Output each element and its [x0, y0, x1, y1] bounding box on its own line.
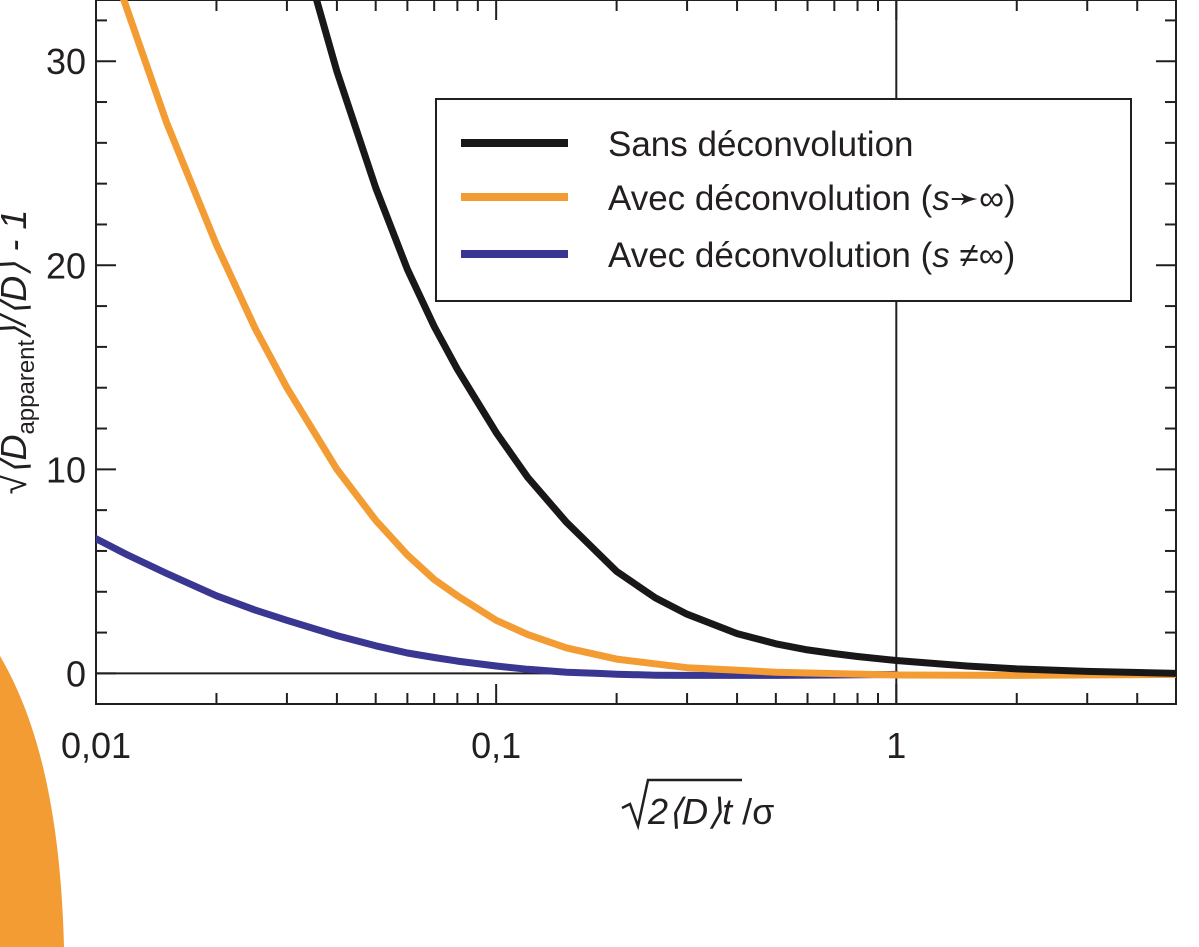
y-axis-title: √⟨Dapparent⟩/⟨D⟩ - 1	[0, 210, 40, 495]
decorative-orange-arc	[0, 656, 64, 947]
sqrt-sign	[621, 778, 742, 831]
x-tick-label: 1	[886, 725, 906, 766]
series-line	[312, 0, 1176, 677]
x-axis-title: 2⟨D⟩t /σ	[621, 778, 774, 832]
plot-frame	[95, 0, 1177, 705]
series-group	[96, 0, 1176, 679]
legend-label-2: Avec déconvolution (s ≠∞)	[608, 236, 1015, 275]
x-tick-label: 0,01	[61, 725, 131, 766]
series-line	[96, 535, 900, 679]
y-axis-title-text: √⟨Dapparent⟩/⟨D⟩ - 1	[0, 210, 40, 495]
legend-label-1: Avec déconvolution (s➛∞)	[608, 179, 1016, 218]
series-line	[120, 0, 1176, 679]
x-tick-label: 0,1	[471, 725, 521, 766]
y-tick-label: 10	[46, 449, 86, 490]
y-tick-label: 0	[66, 653, 86, 694]
legend: Sans déconvolution Avec déconvolution (s…	[435, 98, 1132, 302]
y-tick-label: 30	[46, 41, 86, 82]
legend-label-0: Sans déconvolution	[608, 125, 914, 164]
x-axis-title-text: 2⟨D⟩t /σ	[647, 791, 774, 832]
plot-area	[95, 0, 1177, 705]
y-tick-label: 20	[46, 245, 86, 286]
